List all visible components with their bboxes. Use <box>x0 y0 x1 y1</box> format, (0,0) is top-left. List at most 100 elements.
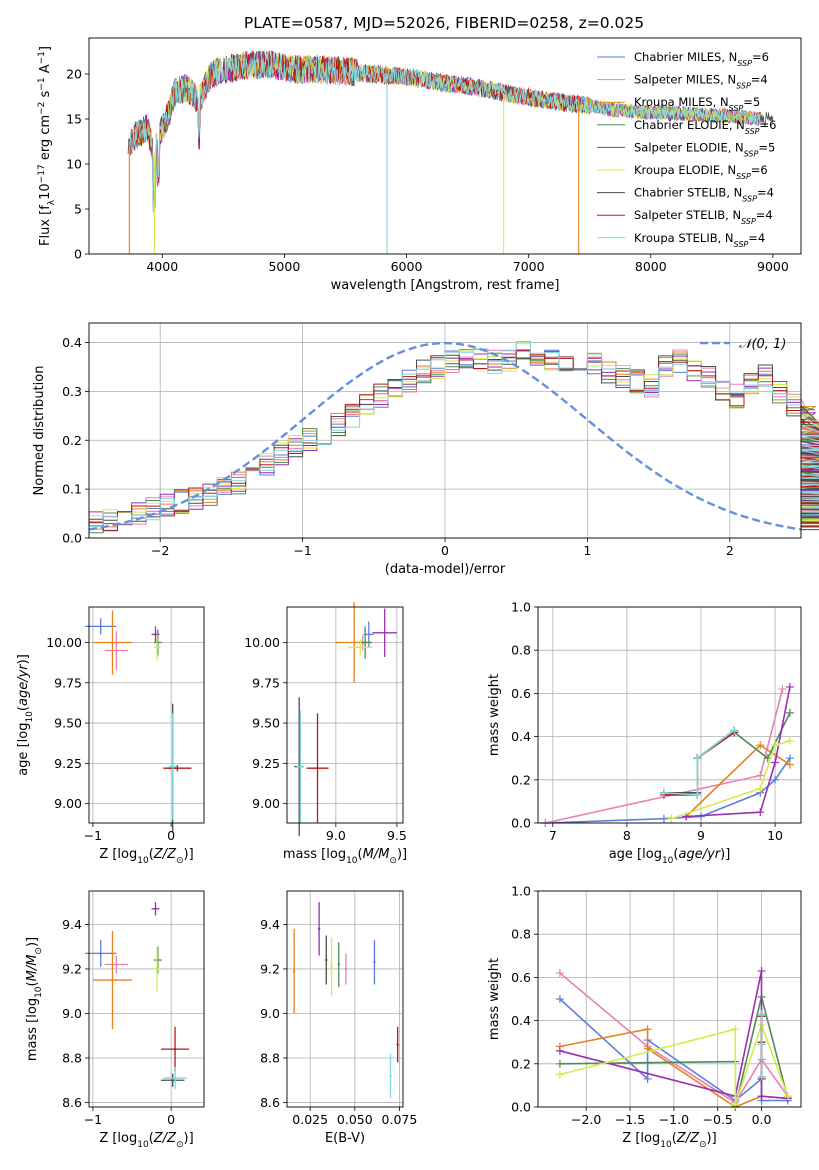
label-part: 10 <box>662 856 674 866</box>
weight_vs_z-panel: −2.0 −1.5 −1.0 −0.5 0.0 0.0 0.2 0.4 0.6 0.8 1.0 Z [… <box>487 884 802 1150</box>
point-salpeter-stelib <box>163 764 192 772</box>
point-salpeter-elodie <box>317 902 321 956</box>
data-point <box>155 967 159 971</box>
plus-marker <box>785 736 794 745</box>
data-point <box>299 765 302 768</box>
y-tick-label: 8.6 <box>260 1095 280 1110</box>
y-tick-label: 9.00 <box>54 796 82 811</box>
point-salpeter-miles <box>344 953 348 985</box>
x-tick-label: −2.0 <box>571 1112 601 1127</box>
plus-marker <box>643 1025 652 1034</box>
label-part: )] <box>184 847 194 862</box>
spectrum-lines <box>127 50 774 254</box>
data-point <box>373 961 376 964</box>
plus-marker <box>555 995 564 1003</box>
y-tick-label: 9.2 <box>62 961 82 976</box>
plus-marker <box>785 682 794 691</box>
legend-nssp: =6 <box>760 118 777 132</box>
residuals-axes: −2 −1 0 1 2 0.0 0.1 0.2 0.3 0.4 (data-model)/error… <box>32 322 802 577</box>
point-kroupa-stelib <box>168 713 177 820</box>
label-part: 10 <box>346 856 358 866</box>
label-part: ( <box>672 1131 677 1146</box>
data-point <box>337 963 340 966</box>
x-tick-label: 9000 <box>757 259 789 274</box>
data-point <box>111 978 114 982</box>
plus-marker <box>785 708 794 717</box>
legend-name: Kroupa ELODIE, N <box>634 163 736 177</box>
y-tick-label: 8.8 <box>260 1051 280 1066</box>
legend-name: Salpeter MILES, N <box>634 73 736 87</box>
mass_vs_z-grid <box>89 891 204 1107</box>
label-part: M/M <box>25 955 40 982</box>
series-salpeter-elodie <box>682 682 794 821</box>
y-tick-label: 9.75 <box>252 675 280 690</box>
x-tick-label: 8 <box>623 828 631 843</box>
x-tick-label: 5000 <box>268 259 300 274</box>
residuals-panel: 𝒩(0, 1) −2 −1 0 1 2 0.0 0.1 0.2 0.3 0.4 (data-model… <box>32 322 819 577</box>
y-tick-label: 8.8 <box>62 1051 82 1066</box>
x-tick-label: −1 <box>84 828 102 843</box>
label-part: )] <box>16 654 31 664</box>
y-tick-label: 0.1 <box>62 482 82 497</box>
legend-nssp: =6 <box>751 163 768 177</box>
series-line <box>545 688 784 824</box>
legend-sub: SSP <box>741 217 756 226</box>
data-point <box>99 625 102 628</box>
residuals-frame <box>88 322 802 539</box>
legend-name: Chabrier MILES, N <box>634 50 737 64</box>
label-part: )] <box>707 1131 717 1146</box>
mass_vs_ebv-axes: 0.025 0.050 0.075 8.6 8.8 9.0 9.2 9.4 E(B-V) <box>260 890 417 1146</box>
y-axis-label: mass [log10(M/M⊙)] <box>25 937 44 1061</box>
series-kroupa-stelib <box>659 726 739 799</box>
weight_vs_z-axes: −2.0 −1.5 −1.0 −0.5 0.0 0.0 0.2 0.4 0.6 0.8 1.0 Z [… <box>487 884 802 1150</box>
point-chabrier-elodie <box>359 626 372 659</box>
point-kroupa-elodie <box>153 946 161 992</box>
plus-marker <box>555 969 564 978</box>
y-tick-label: 5 <box>74 202 82 217</box>
legend-sub: SSP <box>736 81 751 90</box>
x-tick-label: 0.0 <box>752 1112 772 1127</box>
age_vs_z-grid <box>89 607 204 823</box>
label-part: λ <box>47 199 57 205</box>
y-tick-label: 20 <box>66 67 82 82</box>
label-part: Z/Z <box>153 847 177 862</box>
label-part: −2 <box>37 102 47 115</box>
data-point <box>173 1076 177 1080</box>
y-tick-label: 0 <box>74 247 82 262</box>
data-point <box>115 649 118 652</box>
y-tick-label: 0.2 <box>511 1056 531 1071</box>
spectrum-frame <box>88 37 802 255</box>
x-tick-label: −1 <box>293 543 311 558</box>
plus-marker <box>659 814 668 823</box>
plus-marker <box>730 726 739 735</box>
point-salpeter-miles <box>104 631 129 670</box>
point-salpeter-miles <box>104 955 129 974</box>
y-tick-label: 9.2 <box>260 961 280 976</box>
legend-label-kroupa-elodie: Kroupa ELODIE, NSSP=6 <box>634 163 768 181</box>
plus-marker <box>756 808 765 817</box>
mass_vs_ebv-grid <box>287 891 403 1107</box>
x-tick-label: −1.0 <box>659 1112 689 1127</box>
x-axis-label: (data-model)/error <box>385 562 506 577</box>
legend-sub: SSP <box>736 172 751 181</box>
y-tick-label: 0.4 <box>511 1013 531 1028</box>
plus-marker <box>783 1092 792 1101</box>
y-tick-label: 9.00 <box>252 796 280 811</box>
plus-marker <box>693 790 702 799</box>
x-tick-label: 9.0 <box>326 828 346 843</box>
series-kroupa-stelib <box>757 1010 766 1081</box>
x-tick-label: −1 <box>84 1112 102 1127</box>
plus-marker <box>785 760 794 769</box>
plus-marker <box>731 1025 740 1034</box>
legend-sub: SSP <box>744 149 759 158</box>
weight_vs_z-frame <box>537 890 802 1108</box>
data-point <box>115 963 118 966</box>
data-point <box>316 766 319 770</box>
legend-name: Salpeter STELIB, N <box>634 208 741 222</box>
series-line <box>545 757 791 824</box>
y-tick-label: 0.8 <box>511 927 531 942</box>
series-line <box>686 686 791 818</box>
data-point <box>363 641 367 644</box>
